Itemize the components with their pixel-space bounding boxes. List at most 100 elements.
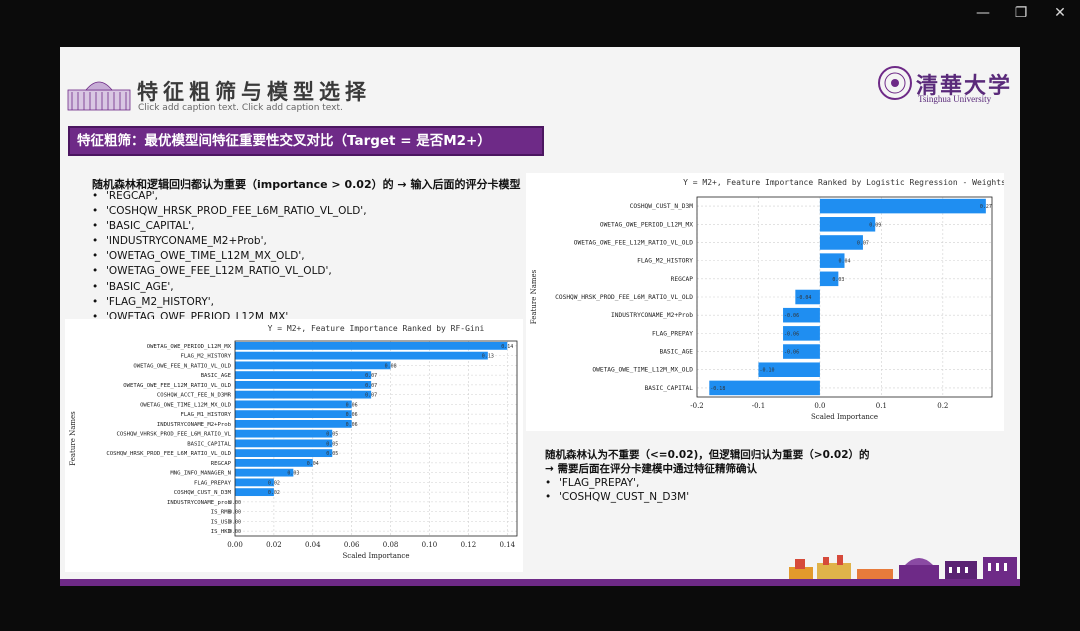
bar-data-label: -0.06	[784, 313, 799, 319]
bar	[235, 390, 372, 399]
restore-button[interactable]: ❐	[1014, 5, 1028, 21]
right-note-line1: 随机森林认为不重要（<=0.02)，但逻辑回归认为重要（>0.02）的	[545, 449, 870, 461]
x-tick-label: 0.00	[227, 541, 243, 549]
category-label: FLAG_PREPAY	[194, 480, 232, 486]
bar-data-label: 0.03	[832, 277, 844, 283]
x-tick-label: 0.02	[266, 541, 282, 549]
y-axis-label: Feature Names	[69, 411, 77, 466]
category-label: FLAG_M2_HISTORY	[637, 258, 693, 265]
list-item: 'COSHQW_CUST_N_D3M'	[545, 490, 870, 504]
section-banner: 特征粗筛：最优模型间特征重要性交叉对比（Target = 是否M2+）	[68, 126, 544, 156]
plot-frame	[234, 340, 518, 537]
bar-data-label: 0.03	[287, 471, 299, 477]
bar-data-label: 0.07	[365, 383, 377, 389]
bar-data-label: 0.06	[346, 402, 358, 408]
bar-data-label: 0.05	[326, 451, 338, 457]
category-label: INDUSTRYCONAME_M2+Prob	[157, 422, 232, 428]
category-label: OWETAG_OWE_FEE_N_RATIO_VL_OLD	[133, 363, 231, 369]
bar	[235, 439, 333, 448]
bar-data-label: 0.07	[857, 240, 869, 246]
slide-caption: Click add caption text. Click add captio…	[138, 103, 343, 113]
bar	[235, 341, 508, 350]
category-label: BASIC_AGE	[659, 349, 693, 356]
list-item: 'COSHQW_HRSK_PROD_FEE_L6M_RATIO_VL_OLD',	[92, 204, 367, 219]
rf-gini-chart: Y = M2+, Feature Importance Ranked by RF…	[65, 319, 523, 572]
x-tick-label: 0.14	[499, 541, 515, 549]
bar-data-label: -0.18	[710, 386, 725, 392]
plot-frame	[696, 196, 993, 398]
list-item: 'OWETAG_OWE_FEE_L12M_RATIO_VL_OLD',	[92, 264, 367, 279]
bar	[819, 271, 839, 287]
category-label: FLAG_PREPAY	[652, 330, 693, 337]
x-tick-label: 0.12	[461, 541, 477, 549]
category-label: OWETAG_OWE_PERIOD_L12M_MX	[147, 344, 232, 350]
bar	[235, 449, 333, 458]
x-tick-label: -0.2	[690, 402, 704, 410]
x-tick-label: 0.2	[937, 402, 948, 410]
x-tick-label: 0.10	[422, 541, 438, 549]
logo-chinese-name: 清華大学	[916, 73, 1013, 99]
bar-data-label: 0.04	[307, 461, 319, 467]
category-label: INDUSTRYCONAME_M2+Prob	[611, 312, 693, 319]
bar	[235, 410, 352, 419]
right-note-line2: → 需要后面在评分卡建模中通过特征精筛确认	[545, 463, 757, 475]
category-label: COSHQW_CUST_N_D3M	[174, 490, 232, 496]
list-item: 'INDUSTRYCONAME_M2+Prob',	[92, 234, 367, 249]
footer-band	[60, 579, 1020, 586]
right-note: 随机森林认为不重要（<=0.02)，但逻辑回归认为重要（>0.02）的 → 需要…	[545, 448, 870, 504]
category-label: IS_RMB	[211, 510, 232, 516]
y-axis-label: Feature Names	[530, 269, 538, 324]
bar-data-label: -0.10	[759, 368, 774, 374]
x-tick-label: 0.0	[814, 402, 825, 410]
bar-data-label: 0.09	[869, 222, 881, 228]
bar	[819, 217, 876, 232]
x-axis-label: Scaled Importance	[811, 413, 878, 421]
bar-data-label: 0.08	[385, 363, 397, 369]
bar-data-label: 0.05	[326, 432, 338, 438]
bar-data-label: 0.04	[838, 259, 850, 265]
x-axis-label: Scaled Importance	[343, 552, 410, 560]
category-label: COSHQW_CUST_N_D3M	[630, 203, 694, 210]
category-label: IS_USD	[211, 519, 232, 525]
close-button[interactable]: ✕	[1054, 5, 1066, 21]
bar	[235, 371, 372, 380]
bar	[819, 198, 986, 214]
x-tick-label: 0.08	[383, 541, 399, 549]
slide: 特征粗筛与模型选择 Click add caption text. Click …	[60, 47, 1020, 586]
category-label: OWETAG_OWE_FEE_L12M_RATIO_VL_OLD	[123, 383, 231, 389]
bar-data-label: 0.06	[346, 412, 358, 418]
bar	[235, 380, 372, 389]
category-label: BASIC_CAPITAL	[187, 441, 231, 447]
tsinghua-seal-icon	[878, 66, 912, 100]
x-tick-label: 0.06	[344, 541, 360, 549]
category-label: BASIC_CAPITAL	[645, 385, 694, 392]
right-feature-list: 'FLAG_PREPAY', 'COSHQW_CUST_N_D3M'	[545, 476, 870, 504]
list-item: 'FLAG_M2_HISTORY',	[92, 295, 367, 310]
building-illustration	[67, 81, 131, 111]
bar-data-label: 0.14	[501, 344, 513, 350]
list-item: 'REGCAP',	[92, 189, 367, 204]
list-item: 'BASIC_CAPITAL',	[92, 219, 367, 234]
bar-data-label: 0.13	[482, 354, 494, 360]
logo-english-name: Tsinghua University	[918, 94, 992, 104]
category-label: FLAG_M2_HISTORY	[180, 354, 231, 360]
bar-data-label: 0.02	[268, 490, 280, 496]
rf-gini-chart-svg: Y = M2+, Feature Importance Ranked by RF…	[69, 324, 518, 560]
category-label: REGCAP	[671, 276, 694, 283]
chart-title: Y = M2+, Feature Importance Ranked by RF…	[268, 324, 485, 333]
bar-data-label: 0.27	[980, 204, 992, 210]
x-tick-label: 0.04	[305, 541, 321, 549]
bar	[235, 429, 333, 438]
lr-weights-chart-svg: Y = M2+, Feature Importance Ranked by Lo…	[530, 178, 1004, 421]
bar-data-label: 0.07	[365, 373, 377, 379]
category-label: OWETAG_OWE_PERIOD_L12M_MX	[600, 221, 693, 228]
category-label: INDUSTRYCONAME_prob	[167, 500, 232, 506]
category-label: BASIC_AGE	[201, 373, 232, 379]
bar	[758, 362, 820, 377]
category-label: COSHQW_VHRSK_PROD_FEE_L6M_RATIO_VL	[116, 432, 231, 438]
bar-data-label: 0.07	[365, 393, 377, 399]
minimize-button[interactable]: —	[976, 5, 990, 21]
bar	[235, 351, 488, 360]
chart-title: Y = M2+, Feature Importance Ranked by Lo…	[683, 178, 1004, 187]
list-item: 'FLAG_PREPAY',	[545, 476, 870, 490]
